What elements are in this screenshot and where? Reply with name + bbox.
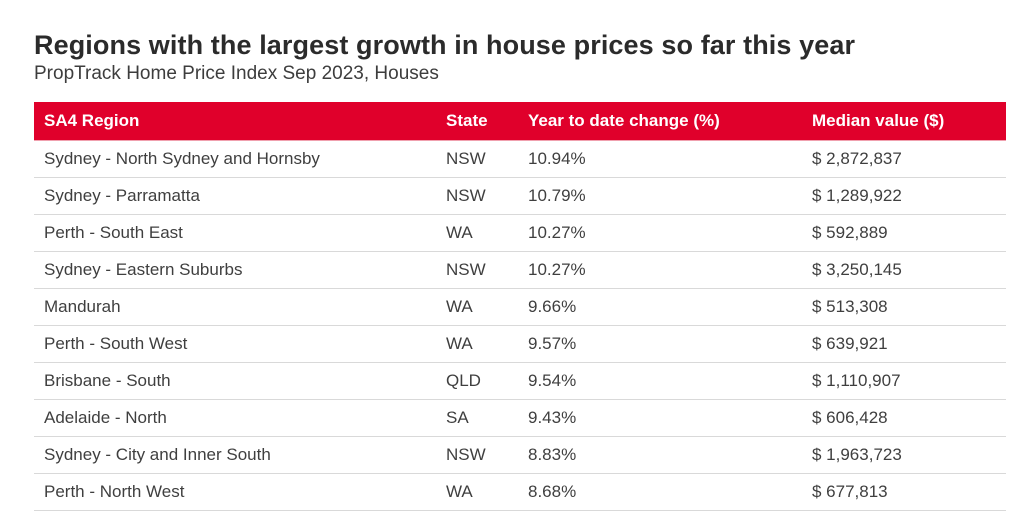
table-body: Sydney - North Sydney and Hornsby NSW 10.9… [34,140,1006,511]
ytd-change-cell: 9.66% [518,288,802,326]
table-row: Perth - North West WA 8.68% $ 677,813 [34,473,1006,511]
table-row: Adelaide - North SA 9.43% $ 606,428 [34,399,1006,437]
table-row: Sydney - North Sydney and Hornsby NSW 10.9… [34,140,1006,178]
region-cell: Perth - North West [34,473,436,511]
state-cell: WA [436,214,518,252]
ytd-change-cell: 10.27% [518,214,802,252]
state-cell: NSW [436,251,518,289]
region-cell: Brisbane - South [34,362,436,400]
state-cell: NSW [436,140,518,178]
median-value-cell: $ 513,308 [802,288,1006,326]
table-row: Sydney - Eastern Suburbs NSW 10.27% $ 3,250… [34,251,1006,289]
state-cell: WA [436,288,518,326]
median-value-cell: $ 677,813 [802,473,1006,511]
median-value-cell: $ 2,872,837 [802,140,1006,178]
region-cell: Perth - South East [34,214,436,252]
state-cell: NSW [436,177,518,215]
table-row: Perth - South West WA 9.57% $ 639,921 [34,325,1006,363]
column-header-region: SA4 Region [34,102,436,141]
table-header-row: SA4 Region State Year to date change (%)… [34,102,1006,141]
ytd-change-cell: 10.27% [518,251,802,289]
page-title: Regions with the largest growth in house… [34,30,856,60]
region-cell: Sydney - North Sydney and Hornsby [34,140,436,178]
column-header-ytd-change: Year to date change (%) [518,102,802,141]
median-value-cell: $ 592,889 [802,214,1006,252]
median-value-cell: $ 3,250,145 [802,251,1006,289]
state-cell: WA [436,473,518,511]
ytd-change-cell: 9.57% [518,325,802,363]
median-value-cell: $ 1,110,907 [802,362,1006,400]
region-cell: Perth - South West [34,325,436,363]
region-cell: Adelaide - North [34,399,436,437]
table-row: Sydney - Parramatta NSW 10.79% $ 1,289,922 [34,177,1006,215]
region-cell: Sydney - Eastern Suburbs [34,251,436,289]
state-cell: SA [436,399,518,437]
table-row: Perth - South East WA 10.27% $ 592,889 [34,214,1006,252]
page-subtitle: PropTrack Home Price Index Sep 2023, Hou… [34,63,439,84]
state-cell: QLD [436,362,518,400]
state-cell: NSW [436,436,518,474]
ytd-change-cell: 10.79% [518,177,802,215]
median-value-cell: $ 639,921 [802,325,1006,363]
region-cell: Sydney - City and Inner South [34,436,436,474]
table-row: Sydney - City and Inner South NSW 8.83% $ 1… [34,436,1006,474]
column-header-median-value: Median value ($) [802,102,1006,141]
median-value-cell: $ 1,963,723 [802,436,1006,474]
ytd-change-cell: 8.68% [518,473,802,511]
table-row: Mandurah WA 9.66% $ 513,308 [34,288,1006,326]
ytd-change-cell: 9.43% [518,399,802,437]
ytd-change-cell: 9.54% [518,362,802,400]
ytd-change-cell: 8.83% [518,436,802,474]
median-value-cell: $ 606,428 [802,399,1006,437]
price-growth-table: SA4 Region State Year to date change (%)… [34,102,1006,511]
column-header-state: State [436,102,518,141]
region-cell: Mandurah [34,288,436,326]
table-container: Regions with the largest growth in house… [34,28,1006,511]
median-value-cell: $ 1,289,922 [802,177,1006,215]
state-cell: WA [436,325,518,363]
table-row: Brisbane - South QLD 9.54% $ 1,110,907 [34,362,1006,400]
region-cell: Sydney - Parramatta [34,177,436,215]
ytd-change-cell: 10.94% [518,140,802,178]
